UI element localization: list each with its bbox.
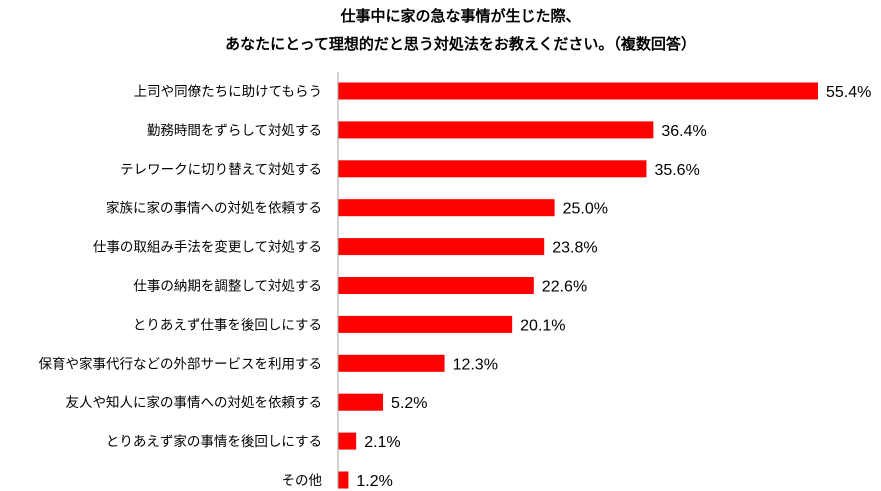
- chart-title-line2: あなたにとって理想的だと思う対処法をお教えください。（複数回答）: [225, 35, 696, 53]
- category-label: 仕事の取組み手法を変更して対処する: [93, 239, 322, 256]
- category-label: 仕事の納期を調整して対処する: [133, 279, 322, 295]
- category-labels: 上司や同僚たちに助けてもらう勤務時間をずらして対処するテレワークに切り替えて対処…: [39, 84, 323, 489]
- bar: [338, 121, 654, 139]
- bar: [338, 199, 555, 217]
- category-label: とりあえず仕事を後回しにする: [133, 317, 322, 333]
- value-label: 36.4%: [661, 123, 706, 140]
- bar: [338, 471, 349, 489]
- value-label: 20.1%: [520, 317, 565, 334]
- category-label: 勤務時間をずらして対処する: [147, 123, 322, 139]
- bar: [338, 432, 357, 450]
- bar: [338, 160, 647, 178]
- value-label: 23.8%: [552, 240, 597, 257]
- chart-title-line1: 仕事中に家の急な事情が生じた際、: [340, 7, 581, 25]
- category-label: とりあえず家の事情を後回しにする: [106, 433, 322, 450]
- bar: [338, 315, 513, 333]
- category-label: 上司や同僚たちに助けてもらう: [134, 84, 322, 100]
- category-label: テレワークに切り替えて対処する: [120, 162, 322, 178]
- value-label: 55.4%: [826, 84, 871, 101]
- bar: [338, 393, 384, 411]
- value-label: 25.0%: [563, 201, 608, 218]
- value-label: 35.6%: [654, 162, 699, 179]
- value-label: 12.3%: [453, 356, 498, 373]
- category-label: 保育や家事代行などの外部サービスを利用する: [39, 355, 323, 372]
- value-label: 22.6%: [542, 279, 587, 296]
- value-label: 5.2%: [391, 395, 427, 412]
- bar: [338, 354, 445, 372]
- value-labels: 55.4% 36.4% 35.6% 25.0% 23.8% 22.6% 20.1% 12.3%…: [356, 84, 871, 490]
- bar: [338, 238, 545, 256]
- bar: [338, 82, 818, 100]
- category-label: 友人や知人に家の事情への対処を依頼する: [66, 394, 323, 411]
- category-label: 家族に家の事情への対処を依頼する: [106, 200, 322, 217]
- value-label: 1.2%: [356, 473, 392, 490]
- value-label: 2.1%: [364, 434, 400, 451]
- bar: [338, 277, 534, 294]
- category-label: その他: [282, 473, 323, 489]
- bars: [338, 82, 818, 489]
